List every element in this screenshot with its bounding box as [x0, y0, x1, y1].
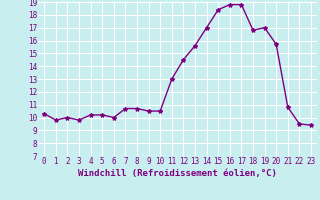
X-axis label: Windchill (Refroidissement éolien,°C): Windchill (Refroidissement éolien,°C): [78, 169, 277, 178]
